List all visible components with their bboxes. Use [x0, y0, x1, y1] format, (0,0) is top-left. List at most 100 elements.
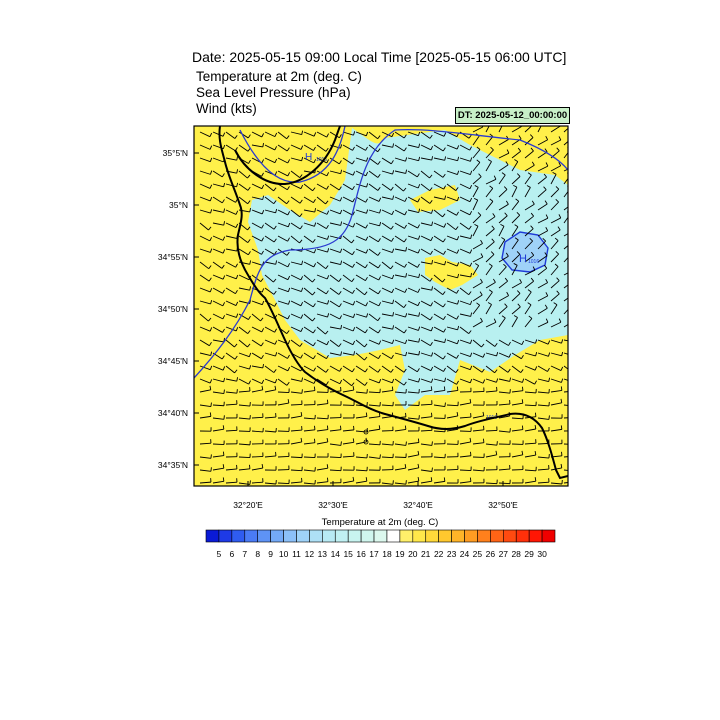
- wind-barb: [264, 466, 277, 471]
- wind-barb: [511, 425, 524, 432]
- wind-barb: [433, 248, 446, 255]
- wind-barb: [433, 477, 446, 484]
- wind-barb: [329, 466, 342, 472]
- wind-barb: [277, 365, 291, 372]
- wind-barb: [251, 235, 264, 242]
- wind-barb: [238, 453, 251, 459]
- wind-barb: [459, 378, 473, 384]
- wind-barb: [498, 389, 511, 394]
- wind-barb: [420, 400, 433, 406]
- wind-barb: [550, 290, 560, 302]
- wind-barb: [407, 415, 420, 420]
- wind-barb: [420, 378, 434, 383]
- wind-barb: [433, 235, 446, 243]
- wind-barb: [355, 313, 369, 318]
- lon-label: 32°20'E: [233, 500, 263, 510]
- wind-barb: [407, 365, 420, 373]
- wind-barb: [550, 250, 559, 263]
- wind-barb: [524, 266, 536, 276]
- wind-barb: [251, 313, 264, 322]
- wind-barb: [303, 467, 316, 472]
- wind-barb: [407, 156, 421, 162]
- wind-barb: [524, 352, 538, 357]
- wind-barb: [446, 144, 460, 150]
- wind-barb: [355, 389, 368, 394]
- wind-barb: [420, 326, 434, 332]
- wind-barb: [433, 274, 446, 283]
- wind-barb: [550, 439, 563, 445]
- wind-barb: [342, 452, 355, 458]
- wind-barb: [264, 413, 277, 419]
- wind-barb: [394, 273, 408, 278]
- wind-barb: [381, 287, 395, 294]
- wind-barb: [420, 209, 434, 214]
- wind-barb: [485, 225, 495, 237]
- wind-barb: [550, 425, 563, 432]
- wind-barb: [368, 287, 381, 295]
- colorbar-cell: [425, 529, 439, 543]
- wind-barb: [238, 131, 251, 139]
- wind-barb: [225, 339, 238, 348]
- wind-barb: [433, 465, 446, 471]
- wind-barb: [342, 196, 356, 203]
- wind-barb: [537, 252, 548, 263]
- wind-barb: [537, 173, 547, 185]
- wind-barb: [472, 378, 486, 384]
- wind-barb: [342, 248, 355, 256]
- wind-barb: [342, 438, 355, 445]
- wind-barb: [420, 477, 433, 484]
- wind-barb: [446, 156, 460, 162]
- wind-barb: [199, 299, 213, 305]
- colorbar-tick: 14: [331, 549, 341, 559]
- wind-barb: [342, 386, 355, 393]
- wind-barb: [199, 222, 212, 231]
- wind-barb: [251, 183, 265, 190]
- wind-barb: [394, 287, 408, 293]
- wind-barb: [277, 388, 290, 393]
- wind-barb: [446, 248, 460, 254]
- wind-barb: [498, 303, 508, 315]
- wind-barb: [290, 400, 303, 406]
- wind-barb: [355, 453, 368, 459]
- wind-barb: [290, 209, 303, 218]
- wind-barb: [238, 402, 251, 407]
- wind-barb: [563, 430, 568, 432]
- wind-barb: [290, 453, 303, 459]
- colorbar-tick: 11: [292, 549, 301, 559]
- wind-barb: [407, 401, 420, 406]
- colorbar-tick: 5: [217, 549, 222, 559]
- wind-barb: [498, 200, 509, 211]
- wind-barb: [381, 183, 394, 191]
- wind-barb: [212, 440, 225, 446]
- wind-barb: [199, 439, 212, 445]
- wind-barb: [485, 441, 498, 446]
- wind-barb: [485, 400, 498, 406]
- wind-barb: [550, 339, 564, 344]
- wind-barb: [459, 300, 473, 306]
- wind-barb: [303, 261, 317, 268]
- wind-barb: [368, 425, 381, 432]
- wind-barb: [459, 272, 472, 278]
- wind-barb: [550, 378, 564, 383]
- colorbar-tick: 10: [279, 549, 289, 559]
- wind-barb: [225, 478, 238, 484]
- wind-barb: [524, 289, 532, 302]
- wind-barb: [511, 184, 518, 198]
- wind-barb: [225, 209, 239, 215]
- wind-barb: [511, 278, 522, 289]
- wind-barb: [381, 325, 395, 330]
- wind-barb: [524, 134, 534, 146]
- wind-barb: [459, 365, 473, 371]
- wind-barb: [394, 196, 408, 202]
- wind-barb: [524, 251, 535, 263]
- wind-barb: [381, 441, 394, 446]
- wind-barb: [342, 235, 355, 244]
- wind-barb: [277, 144, 290, 152]
- wind-barb: [225, 365, 238, 374]
- wind-barb: [277, 399, 290, 406]
- wind-barb: [342, 274, 355, 283]
- wind-barb: [524, 302, 532, 315]
- wind-barb: [511, 465, 524, 471]
- wind-barb: [550, 277, 560, 289]
- wind-barb: [290, 287, 304, 292]
